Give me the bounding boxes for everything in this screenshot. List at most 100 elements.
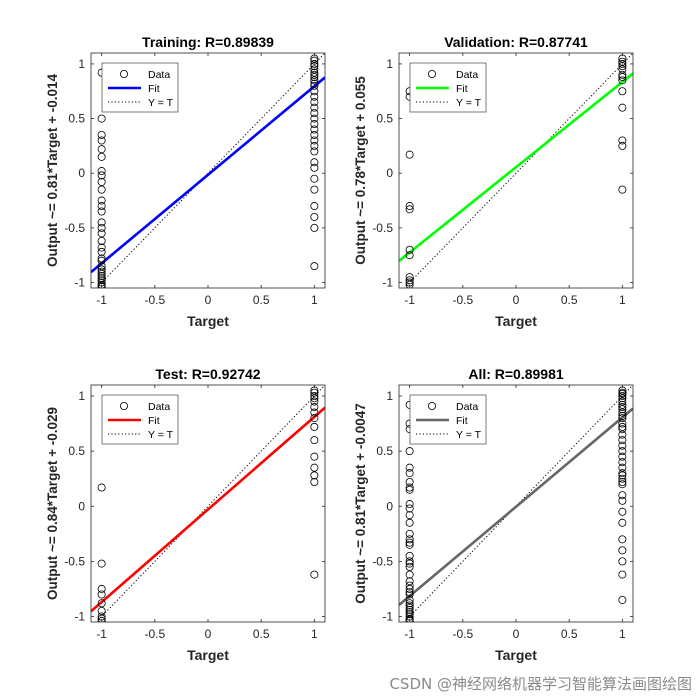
- chart-title: Training: R=0.89839: [142, 34, 274, 50]
- data-point: [405, 605, 414, 614]
- data-point: [618, 546, 627, 555]
- data-point: [97, 167, 106, 176]
- data-point: [618, 507, 627, 516]
- data-point: [97, 267, 106, 276]
- x-tick-label: -0.5: [452, 293, 473, 307]
- data-point: [618, 103, 627, 112]
- data-point: [618, 458, 627, 467]
- data-point: [618, 408, 627, 417]
- data-point: [97, 223, 106, 232]
- y-tick-label: -1: [74, 609, 85, 623]
- data-point: [310, 163, 319, 172]
- legend-data-marker: [427, 401, 436, 410]
- x-tick-label: 0: [513, 627, 520, 641]
- data-point: [405, 511, 414, 520]
- data-point: [405, 535, 414, 544]
- data-point: [405, 588, 414, 597]
- data-point: [618, 57, 627, 66]
- chart-panel: -1 -1 -0.5 -0.5 0 0 0.5 0.5 1 1 All: R=0.89981 Targ…: [353, 366, 634, 663]
- y-axis-label: Output ~= 0.81*Target + -0.014: [45, 74, 60, 267]
- data-point: [618, 447, 627, 456]
- data-point: [405, 504, 414, 513]
- chart-panel: -1 -1 -0.5 -0.5 0 0 0.5 0.5 1 1 Training: R=0.8983…: [45, 34, 326, 329]
- chart-panel: -1 -1 -0.5 -0.5 0 0 0.5 0.5 1 1 Test: R=0.92742 Tar…: [45, 366, 326, 663]
- data-point: [310, 141, 319, 150]
- x-tick-label: 1: [619, 293, 626, 307]
- data-point: [310, 403, 319, 412]
- x-axis-label: Target: [495, 647, 537, 663]
- fit-line: [91, 76, 325, 274]
- data-point: [618, 76, 627, 85]
- data-point: [405, 603, 414, 612]
- data-point: [310, 87, 319, 96]
- data-point: [618, 425, 627, 434]
- data-point: [310, 62, 319, 71]
- data-point: [405, 280, 414, 288]
- x-tick-label: -1: [404, 627, 415, 641]
- y-tick-label: 0.5: [376, 112, 393, 126]
- data-point: [97, 254, 106, 263]
- data-point: [405, 601, 414, 610]
- y-tick-label: -1: [382, 276, 393, 290]
- x-axis-label: Target: [187, 647, 229, 663]
- data-point: [97, 136, 106, 145]
- data-point: [310, 212, 319, 221]
- data-point: [97, 130, 106, 139]
- data-point: [618, 403, 627, 412]
- fit-line: [399, 407, 633, 606]
- data-point: [618, 469, 627, 478]
- data-point: [97, 282, 106, 288]
- data-point: [310, 174, 319, 183]
- data-point: [618, 595, 627, 604]
- y-tick-label: 1: [386, 389, 393, 403]
- data-point: [405, 584, 414, 593]
- data-point: [618, 452, 627, 461]
- data-point: [618, 480, 627, 489]
- data-point: [405, 590, 414, 599]
- data-point: [310, 478, 319, 487]
- data-point: [618, 557, 627, 566]
- data-point: [310, 392, 319, 401]
- watermark: CSDN @神经网络机器学习智能算法画图绘图: [389, 675, 692, 693]
- legend-label: Data: [456, 69, 478, 81]
- data-point: [618, 570, 627, 579]
- data-point: [405, 485, 414, 494]
- data-point: [310, 59, 319, 68]
- data-point: [405, 202, 414, 211]
- x-tick-label: 1: [311, 293, 318, 307]
- data-point: [97, 145, 106, 154]
- legend: Data Fit Y = T: [409, 62, 487, 113]
- data-point: [618, 389, 627, 398]
- data-point: [405, 483, 414, 492]
- x-tick-label: -1: [96, 627, 107, 641]
- legend-label: Fit: [456, 415, 468, 427]
- data-point: [310, 463, 319, 472]
- chart-panel: -1 -1 -0.5 -0.5 0 0 0.5 0.5 1 1 Validation: R=0.87…: [353, 34, 634, 329]
- data-point: [97, 247, 106, 256]
- data-point: [310, 81, 319, 90]
- data-point: [310, 109, 319, 118]
- data-point: [618, 59, 627, 68]
- y-tick-label: -0.5: [372, 554, 393, 568]
- data-point: [618, 430, 627, 439]
- x-tick-label: 1: [619, 627, 626, 641]
- data-point: [97, 276, 106, 285]
- y-tick-label: 1: [78, 57, 85, 71]
- fit-line: [91, 406, 325, 613]
- data-point: [618, 405, 627, 414]
- data-point: [97, 196, 106, 205]
- fit-line: [399, 72, 633, 263]
- y-tick-label: 0.5: [68, 112, 85, 126]
- data-point: [310, 414, 319, 423]
- data-point: [618, 441, 627, 450]
- data-point: [310, 408, 319, 417]
- data-point: [310, 223, 319, 232]
- data-point: [97, 202, 106, 211]
- y-tick-label: 0: [78, 499, 85, 513]
- data-point: [405, 273, 414, 282]
- data-point: [97, 269, 106, 278]
- data-point: [97, 265, 106, 274]
- data-point: [618, 392, 627, 401]
- data-point: [310, 56, 319, 65]
- legend-label: Y = T: [148, 429, 174, 441]
